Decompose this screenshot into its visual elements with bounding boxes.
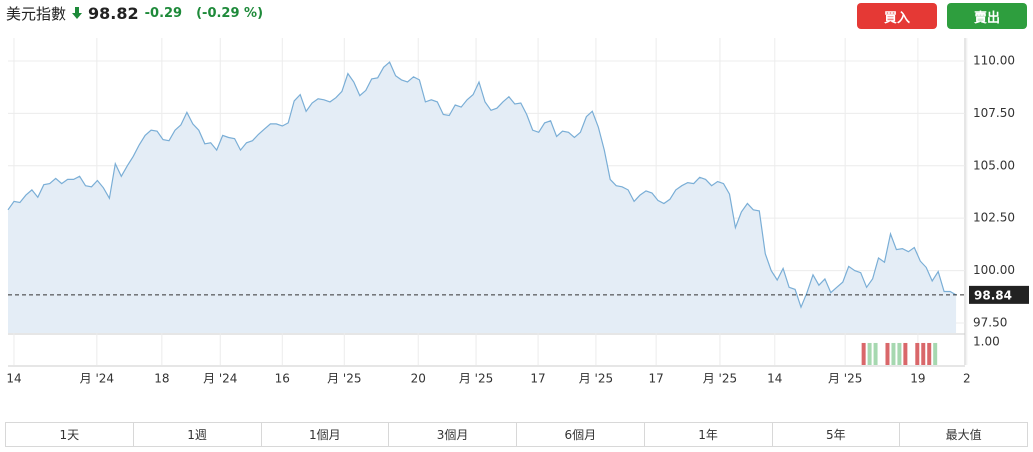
- down-arrow: [72, 7, 83, 19]
- x-tick-label: 16: [275, 372, 290, 386]
- y-tick-label: 102.50: [973, 211, 1015, 225]
- x-tick-label: 月 '25: [828, 372, 862, 386]
- x-tick-label: 14: [767, 372, 782, 386]
- y-tick-label: 110.00: [973, 54, 1015, 68]
- x-tick-label: 月 '24: [203, 372, 237, 386]
- volume-bar: [891, 342, 896, 365]
- x-tick-label: 2: [963, 372, 971, 386]
- price: 98.82: [88, 3, 139, 23]
- range-tab[interactable]: 最大值: [945, 428, 982, 442]
- x-tick-label: 14: [6, 372, 21, 386]
- price-line: [7, 61, 957, 309]
- range-tab[interactable]: 1個月: [262, 423, 390, 446]
- range-tab[interactable]: 3個月: [389, 423, 517, 446]
- buy-button[interactable]: 買入: [857, 3, 937, 29]
- volume-bar: [885, 342, 890, 365]
- x-tick-label: 月 '24: [80, 372, 114, 386]
- x-tick-label: 20: [411, 372, 426, 386]
- volume-bar: [921, 342, 926, 365]
- sell-button[interactable]: 賣出: [947, 3, 1027, 29]
- range-tab[interactable]: 5年: [773, 423, 901, 446]
- y-tick-label: 1.00: [973, 335, 1000, 349]
- range-tab[interactable]: 1天: [6, 423, 134, 446]
- volume-bar: [903, 342, 908, 365]
- last-price-label: 98.84: [974, 288, 1012, 302]
- x-tick-label: 月 '25: [327, 372, 361, 386]
- volume-bar: [915, 342, 920, 365]
- change: -0.29: [144, 5, 183, 21]
- volume-bar: [861, 342, 866, 365]
- x-tick-label: 19: [910, 372, 925, 386]
- x-tick-label: 月 '25: [579, 372, 613, 386]
- x-tick-label: 17: [648, 372, 663, 386]
- last-price-tag: [969, 285, 1029, 304]
- x-tick-label: 月 '25: [459, 372, 493, 386]
- x-tick-label: 月 '25: [703, 372, 737, 386]
- y-tick-label: 107.50: [973, 106, 1015, 120]
- volume-bar: [873, 342, 878, 365]
- volume-bar: [927, 342, 932, 365]
- y-tick-label: 97.50: [973, 315, 1007, 329]
- volume-bar: [897, 342, 902, 365]
- x-tick-label: 18: [154, 372, 169, 386]
- header: 美元指數 98.82 -0.29 (-0.29 %): [6, 2, 263, 24]
- y-tick-label: 105.00: [973, 158, 1015, 172]
- range-tab[interactable]: 1年: [645, 423, 773, 446]
- volume-bar: [933, 342, 938, 365]
- volume-bar: [867, 342, 872, 365]
- range-tab[interactable]: 6個月: [517, 423, 645, 446]
- x-tick-label: 17: [530, 372, 545, 386]
- range-tabs: 1天 1週 1個月 3個月 6個月 1年 5年 最大值: [5, 422, 1028, 447]
- area-fill: [8, 62, 957, 333]
- range-tab[interactable]: 1週: [134, 423, 262, 446]
- instrument-name: 美元指數: [6, 4, 67, 23]
- change-percent: (-0.29 %): [196, 5, 264, 21]
- y-tick-label: 100.00: [973, 263, 1015, 277]
